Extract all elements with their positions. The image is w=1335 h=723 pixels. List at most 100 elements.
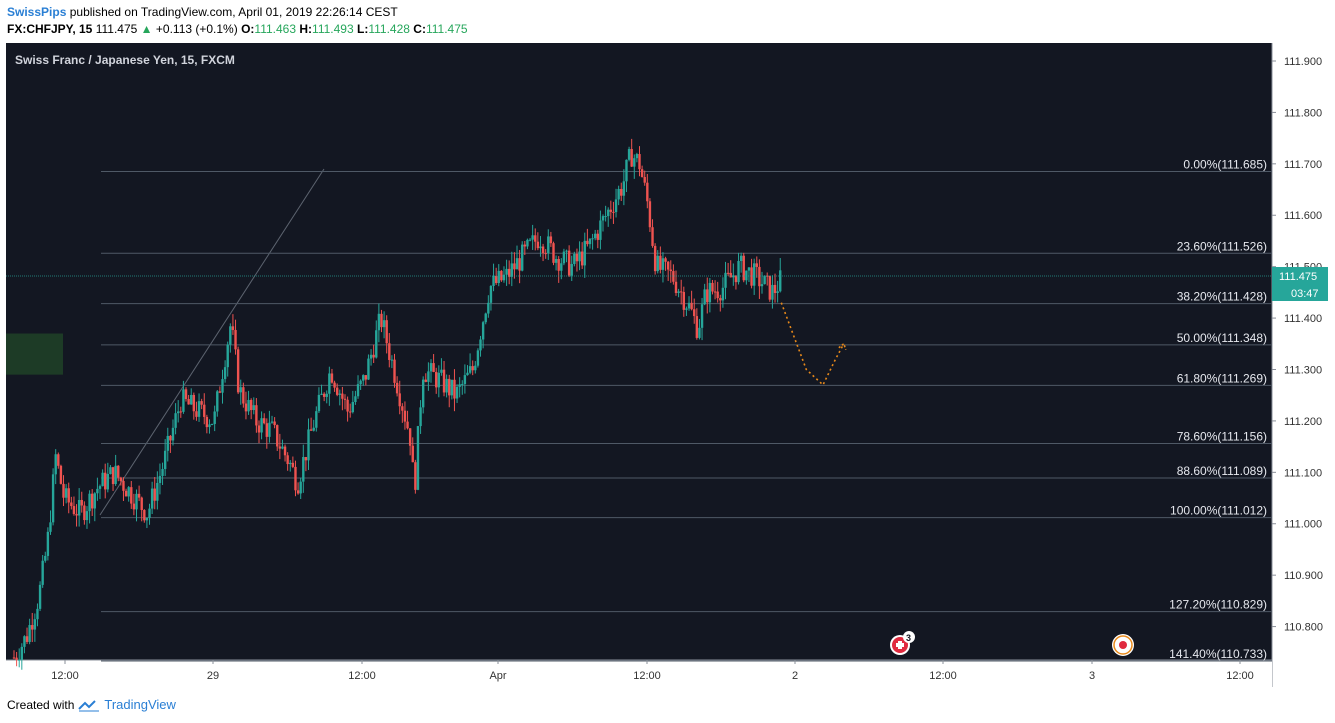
candle-body (450, 379, 454, 396)
candle-body (367, 358, 370, 380)
candle-body (708, 282, 712, 303)
candle-body (575, 253, 579, 262)
candle-body (33, 619, 37, 630)
candle-body (12, 657, 16, 659)
close-label: C: (413, 22, 426, 36)
candle-body (140, 497, 143, 511)
fib-level-label: 127.20%(110.829) (1169, 598, 1267, 612)
candle-body (421, 379, 425, 408)
candle-body (750, 267, 753, 286)
time-tick-label: 12:00 (633, 670, 661, 682)
candle-body (351, 402, 355, 413)
candle-body (560, 263, 563, 271)
candle-body (385, 320, 388, 344)
candle-body (640, 169, 644, 177)
candle-body (291, 462, 295, 467)
price-tick-label: 111.400 (1284, 313, 1322, 325)
candle-body (307, 429, 310, 461)
candle-body (734, 275, 738, 283)
publish-info: SwissPips published on TradingView.com, … (7, 5, 398, 19)
candle-body (510, 263, 513, 277)
price-chart[interactable]: 0.00%(111.685) 23.60%(111.526) 38.20%(111.… (6, 43, 1328, 687)
candle-body (752, 263, 756, 286)
candle-body (648, 201, 652, 228)
candle-body (23, 636, 26, 647)
candle-body (335, 387, 339, 395)
candle-body (195, 411, 198, 417)
candle-body (419, 407, 422, 427)
candle-body (20, 646, 24, 660)
created-with-text: Created with (7, 697, 75, 712)
candle-body (583, 240, 586, 266)
candle-body (263, 418, 266, 424)
candle-body (249, 399, 253, 411)
candle-body (393, 359, 396, 383)
candle-body (244, 403, 248, 412)
chart-container[interactable]: 0.00%(111.685) 23.60%(111.526) 38.20%(111.… (6, 43, 1328, 687)
candle-body (435, 371, 438, 388)
symbol-label: FX:CHFJPY, 15 (7, 22, 93, 36)
candle-body (703, 289, 706, 305)
author-name[interactable]: SwissPips (7, 5, 67, 19)
candle-body (375, 330, 378, 358)
candle-body (601, 216, 605, 221)
candle-body (304, 457, 308, 461)
candle-body (476, 350, 480, 366)
candle-body (768, 275, 772, 300)
candle-body (184, 389, 188, 400)
fib-trend-line (99, 168, 325, 516)
price-axis-background (1272, 43, 1328, 687)
candle-body (729, 272, 732, 278)
candle-body (766, 275, 769, 277)
candle-body (706, 289, 709, 303)
candle-body (328, 373, 331, 394)
close-value: 111.475 (425, 22, 468, 36)
candle-body (521, 244, 524, 271)
candle-body (763, 275, 766, 285)
candle-body (682, 292, 686, 310)
flag-event-icon[interactable]: 3 (890, 631, 915, 655)
candle-body (713, 291, 717, 293)
candle-body (586, 240, 589, 245)
candle-body (513, 263, 516, 270)
candle-body (229, 326, 232, 345)
candle-body (64, 488, 68, 498)
candle-body (49, 522, 52, 532)
chart-background (6, 43, 1328, 687)
candle-body (745, 270, 748, 281)
candle-body (552, 243, 555, 263)
candle-body (174, 413, 177, 428)
candle-body (236, 349, 240, 393)
candle-body (773, 284, 777, 294)
price-tick-label: 111.800 (1284, 107, 1322, 119)
candle-body (239, 387, 242, 393)
candle-body (547, 236, 550, 254)
candle-body (674, 281, 678, 293)
candle-body (390, 359, 394, 361)
candle-body (716, 291, 719, 299)
candle-body (442, 369, 446, 393)
candle-body (416, 426, 420, 490)
candle-body (755, 263, 758, 267)
price-tick-label: 111.200 (1284, 416, 1322, 428)
event-dot-icon[interactable] (1112, 634, 1134, 656)
candle-body (117, 465, 120, 478)
candle-body (372, 354, 375, 358)
candle-body (414, 462, 417, 490)
candle-body (322, 393, 326, 397)
candle-body (85, 511, 89, 521)
tradingview-brand[interactable]: TradingView (104, 697, 176, 712)
time-tick-label: 12:00 (51, 670, 79, 682)
fib-level-label: 0.00%(111.685) (1183, 158, 1267, 172)
candle-body (633, 158, 636, 167)
candle-body (320, 393, 323, 395)
candle-body (130, 487, 133, 504)
candle-body (270, 421, 274, 423)
candle-body (122, 480, 125, 491)
candle-body (732, 275, 735, 278)
change-value: +0.113 (+0.1%) (155, 22, 238, 36)
candle-body (408, 428, 412, 446)
candle-body (124, 490, 128, 497)
time-tick-label: 12:00 (929, 670, 957, 682)
candle-body (401, 406, 404, 411)
